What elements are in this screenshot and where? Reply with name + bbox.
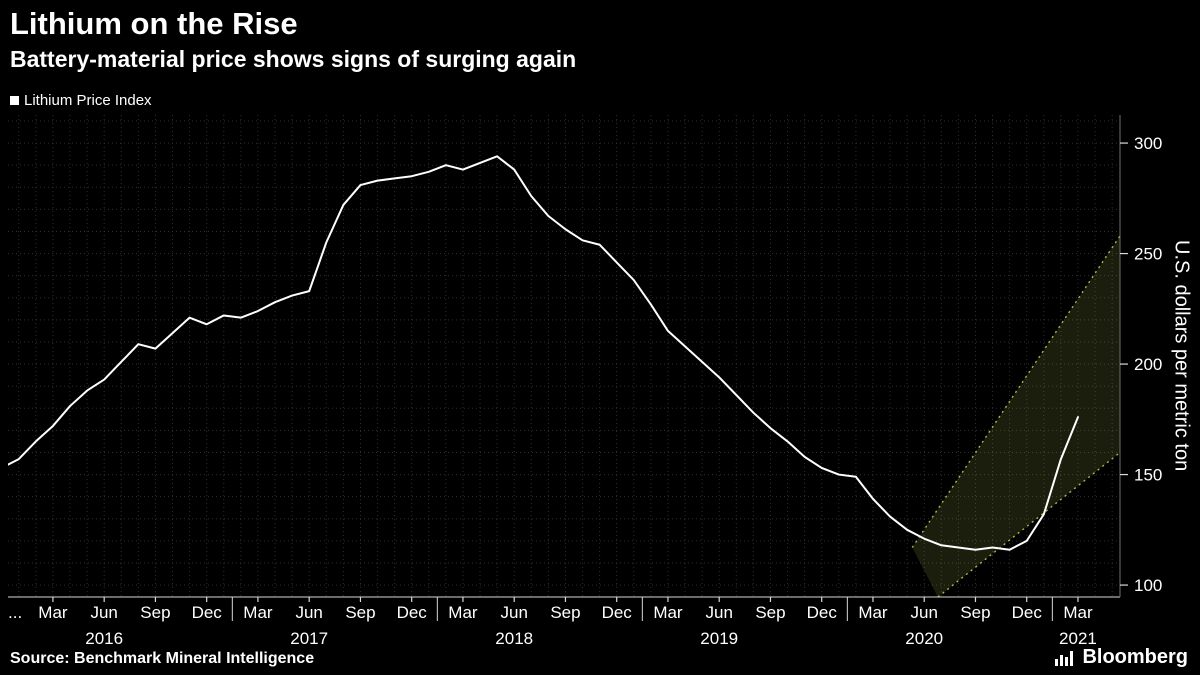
x-tick-label: Jun <box>705 603 732 622</box>
x-tick-label: Sep <box>755 603 785 622</box>
legend-label: Lithium Price Index <box>24 92 152 109</box>
x-tick-label: Mar <box>653 603 683 622</box>
x-tick-label: Mar <box>1063 603 1093 622</box>
page-title: Lithium on the Rise <box>10 6 298 41</box>
projection-band-fill <box>912 235 1120 597</box>
year-label: 2018 <box>495 629 533 648</box>
x-tick-label: Sep <box>345 603 375 622</box>
projection-band-upper-edge <box>911 235 1120 548</box>
x-tick-label: Jun <box>911 603 938 622</box>
x-tick-label: Jun <box>90 603 117 622</box>
x-tick-label: Sep <box>140 603 170 622</box>
year-label: 2019 <box>700 629 738 648</box>
price-line <box>8 155 1079 551</box>
x-tick-label: Jun <box>500 603 527 622</box>
legend: Lithium Price Index <box>10 92 152 109</box>
x-tick-label: Dec <box>1012 603 1043 622</box>
x-tick-label: ... <box>8 603 22 622</box>
bloomberg-logo: Bloomberg <box>1055 646 1188 669</box>
year-label: 2021 <box>1059 629 1097 648</box>
grid <box>8 115 1120 597</box>
source-attribution: Source: Benchmark Mineral Intelligence <box>10 650 315 667</box>
x-tick-label: Mar <box>243 603 273 622</box>
projection-band-lower-edge <box>937 451 1120 597</box>
x-tick-label: Mar <box>448 603 478 622</box>
x-tick-label: Sep <box>960 603 990 622</box>
x-tick-label: Mar <box>38 603 68 622</box>
x-tick-label: Dec <box>397 603 428 622</box>
series-group <box>8 155 1079 551</box>
x-tick-label: Jun <box>295 603 322 622</box>
year-label: 2016 <box>85 629 123 648</box>
y-tick-label: 300 <box>1134 134 1162 153</box>
bloomberg-logo-icon <box>1055 651 1074 666</box>
legend-marker-icon <box>10 96 19 105</box>
bloomberg-wordmark: Bloomberg <box>1082 646 1188 668</box>
y-tick-label: 100 <box>1134 576 1162 595</box>
x-tick-label: Dec <box>807 603 838 622</box>
x-tick-label: Dec <box>192 603 223 622</box>
x-tick-label: Sep <box>550 603 580 622</box>
y-tick-label: 250 <box>1134 245 1162 264</box>
year-label: 2020 <box>905 629 943 648</box>
x-tick-label: Dec <box>602 603 633 622</box>
projection-band <box>911 235 1120 597</box>
page-subtitle: Battery-material price shows signs of su… <box>10 46 577 72</box>
y-tick-label: 150 <box>1134 466 1162 485</box>
year-label: 2017 <box>290 629 328 648</box>
y-tick-label: 200 <box>1134 355 1162 374</box>
y-axis-title: U.S. dollars per metric ton <box>1170 240 1193 472</box>
axes: 100 150 200 250 300... Mar Jun Sep Dec Mar Jun Sep D… <box>8 115 1162 648</box>
x-tick-label: Mar <box>858 603 888 622</box>
